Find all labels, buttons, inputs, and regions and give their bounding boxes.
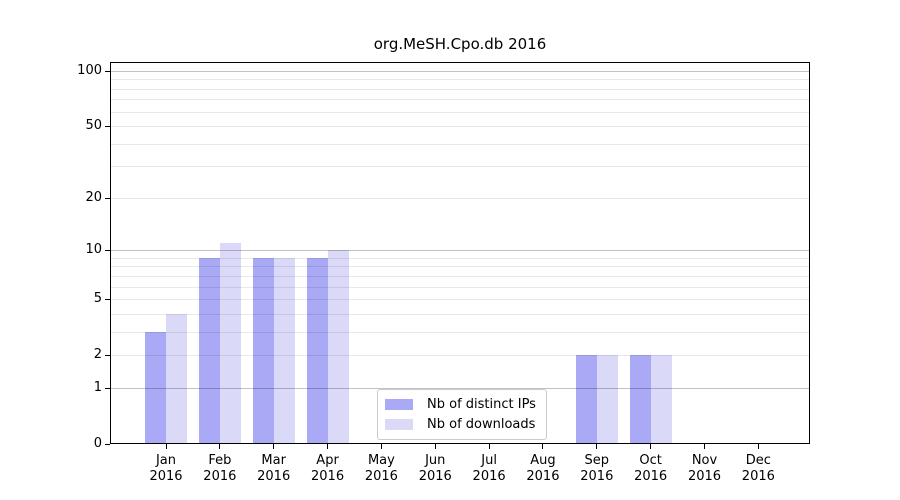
chart-title: org.MeSH.Cpo.db 2016 [373,35,547,53]
bars-layer [110,62,810,444]
x-tick-label-dec: Dec 2016 [741,453,775,484]
x-tick-mark [273,444,275,449]
y-tick-mark [105,198,110,199]
x-tick-mark [650,444,652,449]
y-tick-label: 10 [85,242,102,258]
bar-downloads-jan [166,313,187,444]
gridline-minor [110,99,810,100]
gridline-minor [110,144,810,145]
gridline-major [110,250,810,251]
gridline-minor [110,112,810,113]
right-spine [809,62,810,444]
x-tick-label-sep: Sep 2016 [580,453,614,484]
x-tick-mark [542,444,544,449]
legend-swatch-distinct-ips-icon [385,399,413,410]
y-tick-mark [105,355,110,356]
x-tick-label-jul: Jul 2016 [472,453,506,484]
gridline-minor [110,166,810,167]
x-tick-label-nov: Nov 2016 [687,453,722,484]
gridline-minor [110,79,810,80]
left-spine [110,62,111,444]
gridline-minor [110,276,810,277]
bar-downloads-mar [273,257,295,444]
gridline-minor [110,287,810,288]
legend-label-distinct-ips: Nb of distinct IPs [427,397,536,412]
y-tick-label: 20 [85,189,102,205]
gridline-minor [110,266,810,267]
bar-distinct-ips-jan [145,331,166,444]
legend-entry-distinct-ips: Nb of distinct IPs [385,397,536,412]
bar-downloads-oct [650,355,672,444]
y-tick-mark [105,250,110,251]
gridline-minor [110,198,810,199]
x-tick-mark [327,444,329,449]
gridline-minor [110,89,810,90]
x-tick-mark [596,444,598,449]
top-spine [110,62,810,63]
x-tick-label-feb: Feb 2016 [203,453,237,484]
legend-swatch-downloads-icon [385,419,413,430]
gridline-major [110,71,810,72]
x-tick-label-mar: Mar 2016 [257,453,291,484]
gridline-minor [110,258,810,259]
x-tick-label-jun: Jun 2016 [418,453,452,484]
bar-distinct-ips-apr [306,257,328,444]
x-tick-label-may: May 2016 [364,453,398,484]
bar-distinct-ips-mar [252,257,274,444]
x-tick-label-oct: Oct 2016 [634,453,668,484]
y-tick-mark [105,444,110,445]
x-tick-label-aug: Aug 2016 [526,453,560,484]
y-tick-mark [105,388,110,389]
bar-distinct-ips-oct [629,355,651,444]
y-tick-label: 50 [85,118,102,134]
bottom-spine [110,443,810,444]
y-tick-label: 100 [77,62,102,78]
gridline-minor [110,126,810,127]
x-tick-mark [219,444,221,449]
x-tick-mark [434,444,436,449]
x-tick-label-apr: Apr 2016 [311,453,345,484]
x-tick-label-jan: Jan 2016 [149,453,183,484]
y-tick-mark [105,71,110,72]
legend: Nb of distinct IPs Nb of downloads [377,389,547,440]
legend-entry-downloads: Nb of downloads [385,417,536,432]
y-tick-mark [105,126,110,127]
x-axis-ticks: Jan 2016 Feb 2016 Mar 2016 Apr 2016 May 2016 Jun 20… [110,62,810,484]
gridline-minor [110,314,810,315]
gridline-minor [110,299,810,300]
bar-distinct-ips-sep [575,355,597,444]
y-axis-ticks: 0 1 2 5 10 20 50 100 [77,62,810,451]
x-tick-mark [165,444,167,449]
bar-distinct-ips-feb [198,257,220,444]
y-tick-label: 2 [93,347,102,363]
gridline-minor [110,355,810,356]
y-tick-mark [105,299,110,300]
bar-downloads-feb [219,243,241,444]
legend-label-downloads: Nb of downloads [427,417,536,432]
plot-area: 0 1 2 5 10 20 50 100 Jan 2016 Feb 2016 Mar 2016 Apr 20… [77,62,810,484]
x-tick-mark [488,444,490,449]
grid-layer [110,62,810,444]
y-tick-label: 0 [93,436,102,451]
x-tick-mark [757,444,759,449]
bar-downloads-sep [596,355,618,444]
gridline-major [110,388,810,389]
gridline-minor [110,332,810,333]
bar-downloads-apr [327,250,349,444]
y-tick-label: 5 [93,291,102,307]
y-tick-label: 1 [93,379,102,395]
x-tick-mark [380,444,382,449]
x-tick-mark [704,444,705,449]
